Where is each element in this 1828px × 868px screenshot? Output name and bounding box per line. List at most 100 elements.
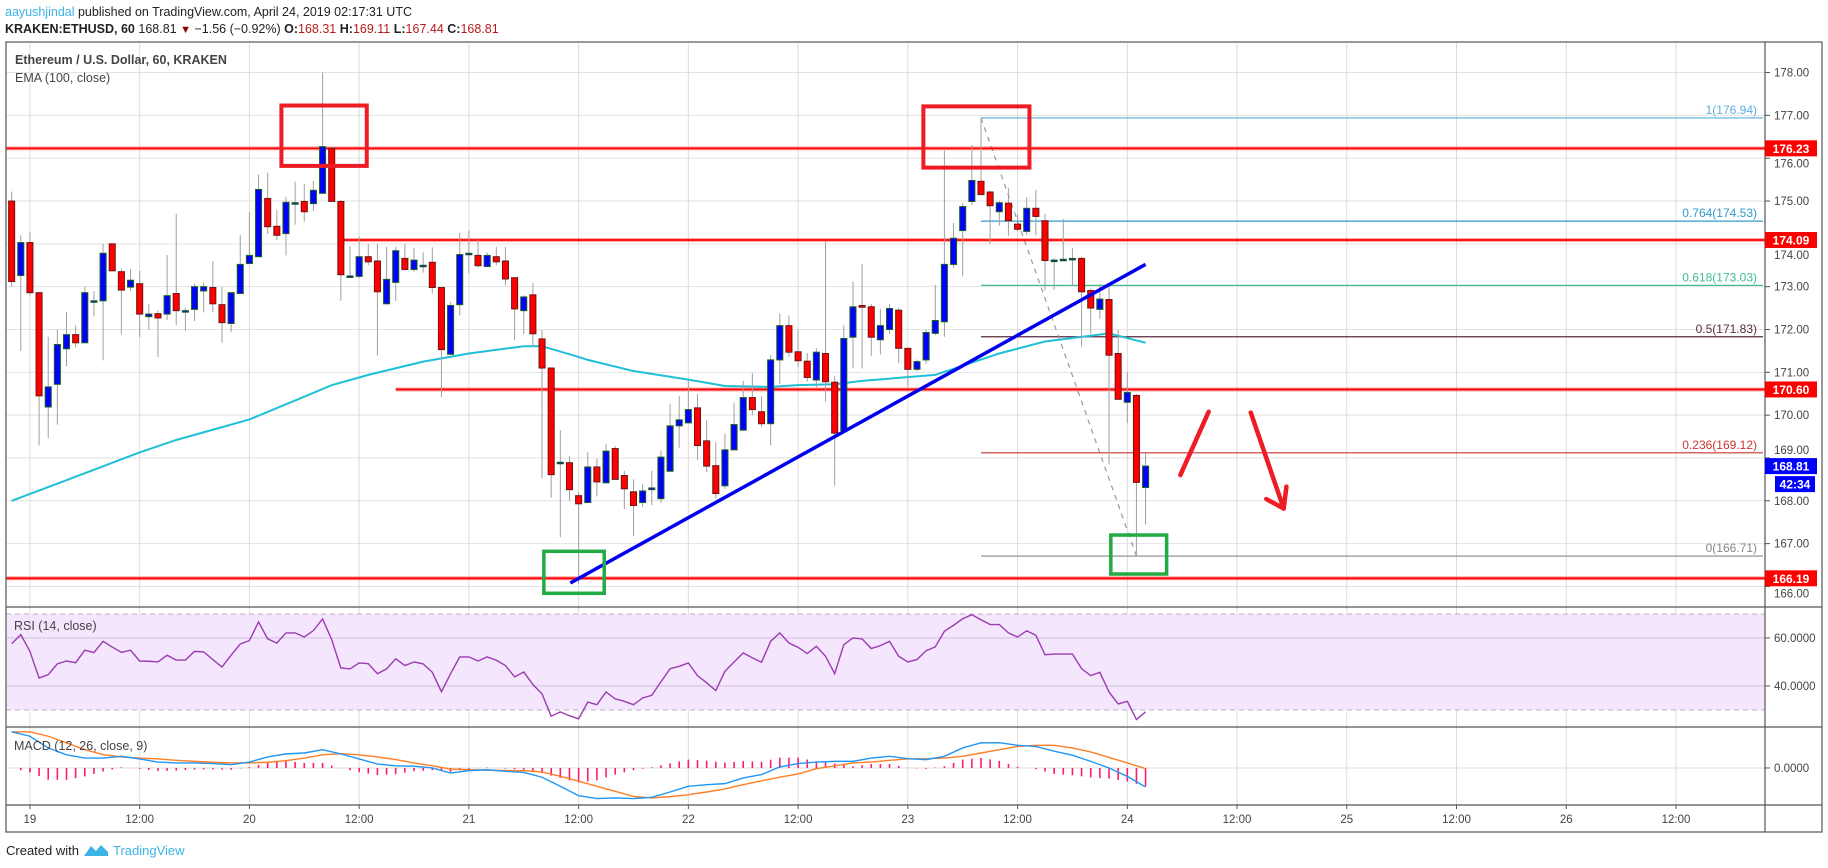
price-tick-label: 166.00: [1774, 588, 1809, 600]
candle-down: [373, 260, 381, 293]
candle-up: [968, 179, 976, 202]
rsi-pane: [6, 613, 1765, 721]
candle-up: [62, 334, 71, 350]
time-tick-label: 12:00: [1662, 814, 1691, 826]
candle-up: [739, 397, 747, 431]
time-tick-label: 24: [1121, 814, 1134, 826]
candle-down: [1041, 220, 1049, 262]
red-highlight-box: [279, 103, 369, 168]
price-pane: 1(176.94) 0.764(174.53) 0.618(173.03) 0.5(1…: [6, 72, 1765, 596]
candle-up: [181, 310, 189, 313]
candle-down: [8, 200, 16, 283]
time-tick-label: 20: [243, 814, 256, 826]
candle-up: [99, 252, 107, 302]
candle-up: [657, 456, 665, 500]
candle-up: [456, 254, 464, 306]
candle-down: [1004, 202, 1012, 222]
candle-down: [328, 147, 336, 202]
rsi-legend[interactable]: RSI (14, close): [14, 619, 97, 633]
published-text: published on TradingView.com, April 24, …: [77, 5, 412, 19]
candle-down: [108, 243, 116, 272]
candle-down: [401, 257, 409, 271]
candle-down: [35, 292, 43, 397]
price-tick-label: 172.00: [1774, 324, 1809, 336]
price-tick-label: 173.00: [1774, 282, 1809, 294]
candle-down: [629, 491, 638, 507]
symbol-label: KRAKEN:ETHUSD, 60: [5, 22, 135, 36]
candle-down: [1078, 257, 1086, 293]
candle-up: [922, 331, 930, 361]
level-price-tag-label: 170.60: [1773, 383, 1810, 397]
candle-up: [584, 466, 592, 504]
candle-down: [703, 440, 711, 467]
candle-up: [90, 300, 98, 303]
high-value: 169.11: [352, 22, 391, 36]
candle-up: [291, 202, 299, 205]
candle-down: [300, 200, 308, 213]
time-tick-label: 12:00: [1003, 814, 1032, 826]
ema-100-line: [11, 332, 1146, 502]
candle-down: [1087, 290, 1095, 309]
tradingview-link[interactable]: TradingView: [112, 842, 185, 858]
candle-down: [620, 475, 628, 490]
candle-up: [127, 279, 135, 288]
level-price-tag-label: 166.19: [1773, 572, 1810, 586]
author-link[interactable]: aayushjindal: [5, 5, 75, 19]
candle-up: [81, 292, 89, 344]
candle-up: [812, 351, 820, 381]
price-tick-label: 178.00: [1774, 68, 1809, 80]
candle-down: [895, 309, 903, 349]
last-price: 168.81: [138, 22, 177, 36]
level-price-tag-label: 174.09: [1773, 233, 1810, 247]
ema-legend[interactable]: EMA (100, close): [15, 71, 110, 85]
open-label: O:: [284, 22, 299, 36]
candle-down: [803, 360, 811, 378]
last-price-tag: [1765, 458, 1817, 475]
grid: [6, 43, 1765, 805]
price-tick-label: 177.00: [1774, 110, 1809, 122]
time-tick-label: 12:00: [1442, 814, 1471, 826]
fib-level-label: 0.236(169.12): [1682, 438, 1757, 452]
candle-down: [337, 200, 345, 276]
candle-up: [200, 286, 208, 292]
candle-up: [236, 263, 244, 295]
candle-up: [913, 361, 921, 370]
candle-up: [1059, 258, 1067, 262]
price-tick-label: 171.00: [1774, 367, 1809, 379]
up-stroke-icon: [1178, 409, 1211, 478]
candle-down: [565, 462, 573, 491]
time-tick-label: 12:00: [1223, 814, 1252, 826]
candle-up: [602, 450, 610, 484]
candle-up: [849, 306, 857, 338]
low-value: 167.44: [405, 22, 444, 36]
rsi-tick-label: 40.0000: [1774, 681, 1816, 693]
candle-down: [26, 242, 34, 294]
arrow-head-icon: [1264, 484, 1289, 511]
price-tick-label: 167.00: [1774, 539, 1809, 551]
high-label: H:: [339, 22, 353, 36]
candle-up: [721, 449, 729, 487]
candle-down: [209, 287, 217, 305]
fib-level-label: 0(166.71): [1706, 541, 1757, 555]
open-value: 168.31: [298, 22, 337, 36]
candle-up: [309, 189, 317, 205]
candle-up: [44, 386, 52, 408]
candle-up: [931, 320, 939, 334]
macd-tick-label: 0.0000: [1774, 763, 1809, 775]
candle-down: [529, 294, 537, 335]
candle-up: [684, 409, 692, 424]
candle-up: [447, 305, 455, 355]
candle-down: [1132, 394, 1140, 483]
candle-down: [117, 271, 125, 291]
candle-up: [145, 313, 153, 318]
candle-down: [154, 313, 162, 319]
candle-up: [483, 254, 491, 268]
price-tick-label: 168.00: [1774, 496, 1809, 508]
macd-legend[interactable]: MACD (12, 26, close, 9): [14, 739, 147, 753]
macd-signal-line: [11, 731, 1146, 799]
candle-up: [840, 337, 848, 432]
candle-up: [255, 188, 263, 258]
close-value: 168.81: [460, 22, 499, 36]
candle-down: [977, 180, 985, 196]
